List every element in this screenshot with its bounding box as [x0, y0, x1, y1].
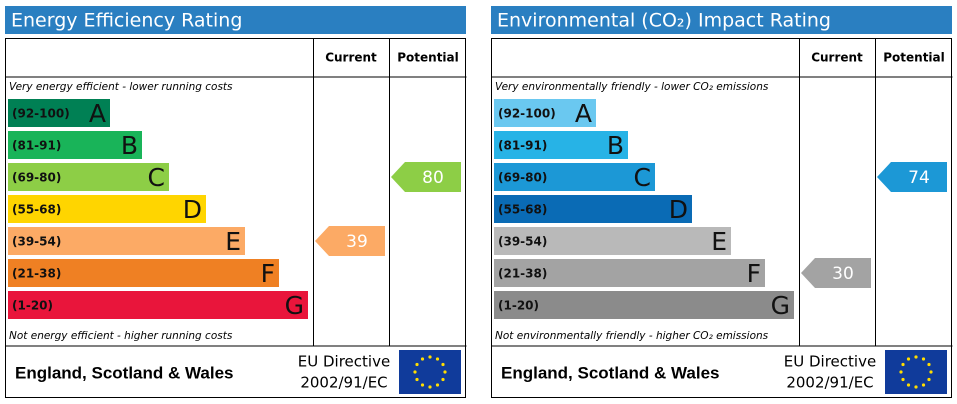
band-range: (92-100): [12, 107, 70, 121]
band-range: (81-91): [498, 139, 547, 153]
band-range: (1-20): [12, 299, 53, 313]
band-range: (69-80): [12, 171, 61, 185]
potential-arrow: [877, 162, 947, 192]
current-arrow: [801, 258, 871, 288]
potential-arrow: [391, 162, 461, 192]
epc-panel: Environmental (CO₂) Impact Rating Current…: [491, 6, 953, 398]
eu-star: [420, 357, 425, 361]
eu-star: [927, 377, 931, 382]
potential-header: Potential: [397, 51, 459, 65]
eu-star: [899, 370, 903, 374]
eu-star: [441, 377, 445, 382]
band-letter: C: [634, 163, 651, 192]
eu-star: [413, 370, 417, 374]
band-letter: E: [225, 227, 241, 256]
band-letter: F: [747, 259, 761, 288]
bottom-note: Not energy efficient - higher running co…: [9, 330, 233, 342]
band-letter: A: [575, 99, 592, 128]
band: [8, 163, 169, 191]
band: [494, 131, 628, 159]
panel-title: Environmental (CO₂) Impact Rating: [497, 10, 831, 32]
bottom-note: Not environmentally friendly - higher CO…: [495, 330, 769, 342]
potential-value: 74: [908, 168, 930, 188]
eu-star: [927, 362, 931, 367]
directive: EU Directive: [784, 353, 876, 371]
band: [494, 99, 596, 127]
band-range: (55-68): [498, 203, 547, 217]
directive-code: 2002/91/EC: [786, 374, 873, 392]
eu-star: [420, 383, 425, 387]
eu-star: [906, 383, 911, 387]
title-bar: [491, 6, 952, 34]
band-letter: F: [261, 259, 275, 288]
directive-code: 2002/91/EC: [300, 374, 387, 392]
eu-star: [901, 362, 905, 367]
band: [8, 99, 110, 127]
top-note: Very energy efficient - lower running co…: [9, 81, 233, 93]
band: [494, 291, 794, 319]
band-range: (39-54): [498, 235, 547, 249]
band-letter: D: [669, 195, 688, 224]
current-arrow: [315, 226, 385, 256]
band-range: (92-100): [498, 107, 556, 121]
band-letter: G: [771, 291, 790, 320]
band-letter: C: [148, 163, 165, 192]
band-range: (21-38): [12, 267, 61, 281]
eu-star: [914, 355, 918, 359]
band: [8, 227, 245, 255]
panel-title: Energy Efficiency Rating: [11, 10, 242, 32]
band: [494, 227, 731, 255]
title-bar: [5, 6, 466, 34]
current-header: Current: [811, 51, 863, 65]
band-range: (81-91): [12, 139, 61, 153]
eu-star: [443, 370, 447, 374]
region: England, Scotland & Wales: [501, 363, 720, 382]
potential-header: Potential: [883, 51, 945, 65]
eu-star: [428, 355, 432, 359]
band-letter: B: [607, 131, 624, 160]
eu-star: [929, 370, 933, 374]
current-header: Current: [325, 51, 377, 65]
band-range: (69-80): [498, 171, 547, 185]
eu-star: [415, 362, 419, 367]
eu-star: [901, 377, 905, 382]
eu-star: [435, 357, 440, 361]
top-note: Very environmentally friendly - lower CO…: [495, 81, 769, 93]
current-value: 30: [832, 264, 854, 284]
eu-star: [415, 377, 419, 382]
band: [494, 195, 692, 223]
band-range: (1-20): [498, 299, 539, 313]
band: [494, 259, 765, 287]
region: England, Scotland & Wales: [15, 363, 234, 382]
eu-star: [428, 385, 432, 389]
current-value: 39: [346, 232, 368, 252]
band-range: (39-54): [12, 235, 61, 249]
band-letter: A: [89, 99, 106, 128]
band: [8, 291, 308, 319]
band: [8, 259, 279, 287]
band: [8, 195, 206, 223]
eu-star: [435, 383, 440, 387]
frame: [5, 38, 466, 398]
band-letter: B: [121, 131, 138, 160]
frame: [491, 38, 952, 398]
eu-star: [914, 385, 918, 389]
potential-value: 80: [422, 168, 444, 188]
eu-star: [441, 362, 445, 367]
band-letter: E: [711, 227, 727, 256]
band-letter: D: [183, 195, 202, 224]
directive: EU Directive: [298, 353, 390, 371]
band: [494, 163, 655, 191]
eu-star: [906, 357, 911, 361]
epc-panel: Energy Efficiency Rating Current Potential…: [5, 6, 467, 398]
band-letter: G: [285, 291, 304, 320]
band: [8, 131, 142, 159]
band-range: (21-38): [498, 267, 547, 281]
eu-star: [921, 383, 926, 387]
band-range: (55-68): [12, 203, 61, 217]
eu-star: [921, 357, 926, 361]
